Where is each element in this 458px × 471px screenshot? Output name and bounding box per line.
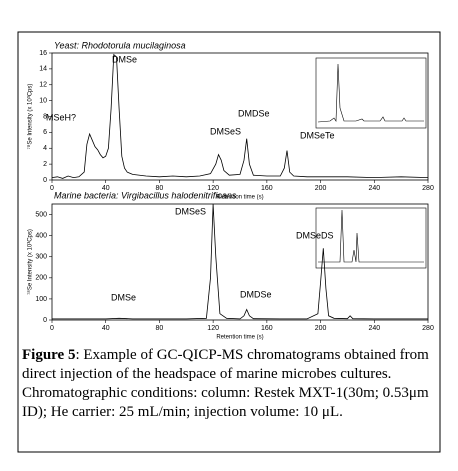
y-tick-label: 8: [43, 113, 47, 120]
peak-label: DMSe: [111, 292, 136, 302]
peak-label: DMSeS: [175, 206, 206, 216]
frame: [17, 31, 441, 453]
peak-label: DMSeDS: [296, 230, 334, 240]
peak-label: DMSeS: [210, 126, 241, 136]
x-tick-label: 40: [102, 185, 110, 192]
inset: [315, 57, 427, 129]
chart-title: Yeast: Rhodotorula mucilaginosa: [54, 40, 186, 50]
peak-label: DMSeTe: [300, 130, 335, 140]
chart-title: Marine bacteria: Virgibacillus halodenit…: [54, 190, 237, 200]
x-tick-label: 80: [156, 185, 164, 192]
caption: Figure 5: Example of GC-QICP-MS chromato…: [22, 346, 432, 422]
caption-text: : Example of GC-QICP-MS chromatograms ob…: [22, 347, 429, 420]
caption-label: Figure 5: [22, 347, 76, 363]
peak-label: MSeH?: [46, 112, 76, 122]
x-tick-label: 240: [368, 325, 380, 332]
peak-label: DMDSe: [240, 289, 272, 299]
x-tick-label: 240: [368, 185, 380, 192]
x-tick-label: 0: [50, 325, 54, 332]
y-tick-label: 300: [35, 254, 47, 261]
y-tick-label: 400: [35, 232, 47, 239]
x-tick-label: 120: [207, 185, 219, 192]
peak-label: DMSe: [112, 54, 137, 64]
x-tick-label: 280: [422, 325, 434, 332]
y-tick-label: 200: [35, 275, 47, 282]
chromatogram-line: [51, 53, 429, 179]
x-tick-label: 280: [422, 185, 434, 192]
y-tick-label: 6: [43, 129, 47, 136]
y-axis-label: ⁷⁸Se Intensity (x 10³Cps): [27, 229, 34, 295]
x-tick-label: 40: [102, 325, 110, 332]
y-tick-label: 12: [39, 82, 47, 89]
inset: [315, 207, 427, 269]
y-tick-label: 16: [39, 50, 47, 57]
y-tick-label: 500: [35, 211, 47, 218]
x-tick-label: 80: [156, 325, 164, 332]
y-tick-label: 2: [43, 161, 47, 168]
x-axis-label: Retention time (s): [216, 195, 263, 201]
y-tick-label: 14: [39, 66, 47, 73]
x-tick-label: 200: [315, 185, 327, 192]
x-axis-label: Retention time (s): [216, 335, 263, 341]
peak-label: DMDSe: [238, 108, 270, 118]
y-tick-label: 100: [35, 296, 47, 303]
y-axis-label: ⁷⁸Se Intensity (x 10³Cps): [27, 84, 34, 150]
plot-area: [51, 203, 429, 321]
y-tick-label: 0: [43, 317, 47, 324]
y-tick-label: 0: [43, 177, 47, 184]
chromatogram-line: [52, 203, 428, 320]
x-tick-label: 0: [50, 185, 54, 192]
y-tick-label: 4: [43, 145, 47, 152]
x-tick-label: 160: [261, 325, 273, 332]
x-tick-label: 200: [315, 325, 327, 332]
x-tick-label: 160: [261, 185, 273, 192]
y-tick-label: 10: [39, 97, 47, 104]
x-tick-label: 120: [207, 325, 219, 332]
